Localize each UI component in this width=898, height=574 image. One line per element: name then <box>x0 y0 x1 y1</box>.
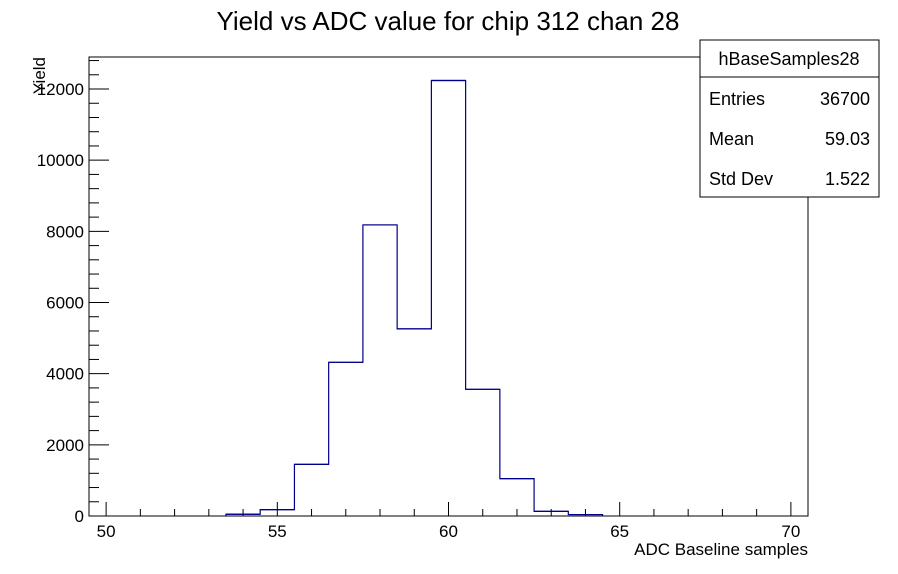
chart-title: Yield vs ADC value for chip 312 chan 28 <box>217 6 680 36</box>
x-axis-label: ADC Baseline samples <box>634 540 808 559</box>
x-tick-label: 60 <box>439 522 458 541</box>
stats-stddev-label: Std Dev <box>709 169 773 189</box>
stats-mean-label: Mean <box>709 129 754 149</box>
stats-stddev-value: 1.522 <box>825 169 870 189</box>
histogram-outline <box>225 79 604 516</box>
x-tick-label: 70 <box>781 522 800 541</box>
x-axis: 50 55 60 65 70 <box>97 502 800 541</box>
y-tick-label: 12000 <box>37 80 84 99</box>
x-tick-label: 55 <box>268 522 287 541</box>
y-tick-label: 4000 <box>46 365 84 384</box>
y-axis-label: Yield <box>30 57 49 94</box>
y-tick-label: 2000 <box>46 436 84 455</box>
stats-entries-value: 36700 <box>820 89 870 109</box>
y-tick-label: 6000 <box>46 294 84 313</box>
x-tick-label: 65 <box>610 522 629 541</box>
y-tick-label: 10000 <box>37 151 84 170</box>
stats-box-frame <box>699 39 880 198</box>
histogram-bins <box>225 79 604 516</box>
stats-mean-value: 59.03 <box>825 129 870 149</box>
stats-entries-label: Entries <box>709 89 765 109</box>
y-tick-label: 0 <box>75 507 84 526</box>
x-tick-label: 50 <box>97 522 116 541</box>
y-tick-label: 8000 <box>46 222 84 241</box>
y-axis: 0 2000 4000 6000 8000 10000 12000 <box>37 60 109 526</box>
stats-box: hBaseSamples28 Entries 36700 Mean 59.03 … <box>699 39 880 198</box>
stats-box-name: hBaseSamples28 <box>718 49 859 69</box>
